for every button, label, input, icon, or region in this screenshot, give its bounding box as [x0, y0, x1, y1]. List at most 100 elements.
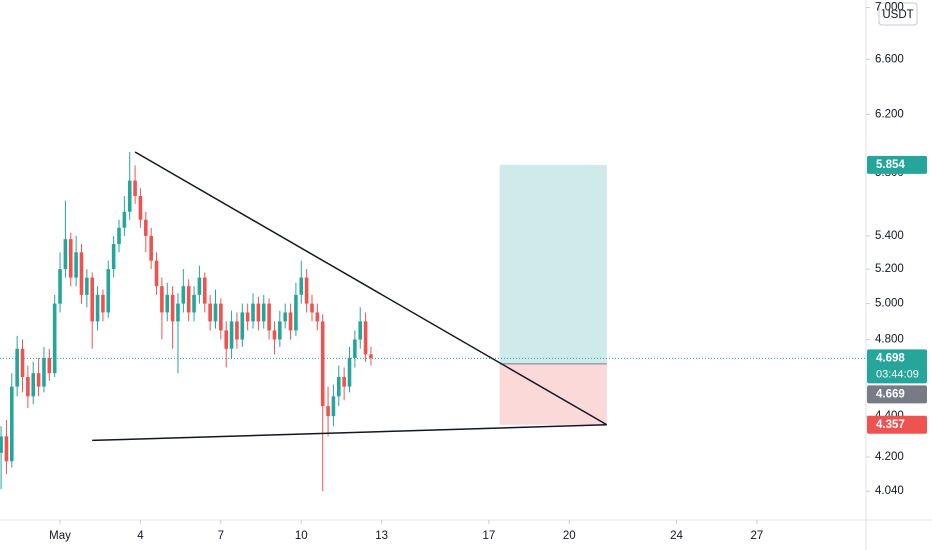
candle-body [272, 330, 277, 340]
candle-body [181, 286, 186, 304]
y-tick-label: 4.200 [875, 451, 904, 463]
candle-body [299, 277, 304, 295]
countdown: 03:44:09 [876, 368, 919, 380]
x-tick-label: 24 [670, 530, 683, 542]
candle-body [294, 294, 298, 331]
candle-body [106, 269, 111, 313]
candle-body [138, 196, 143, 220]
candle-body [213, 303, 218, 322]
candle-body [154, 260, 159, 287]
x-tick-label: 7 [218, 530, 224, 542]
candle-body [20, 348, 25, 377]
candle-body [122, 211, 127, 228]
candle-body [0, 436, 3, 453]
candle-body [224, 330, 229, 349]
candle-body [358, 321, 363, 340]
candle-body [363, 321, 368, 355]
candle-body [202, 277, 207, 304]
candle-body [245, 312, 250, 322]
currency-box[interactable] [878, 2, 918, 26]
candle-body [256, 303, 261, 322]
candle-body [197, 277, 202, 295]
candle-body [79, 252, 84, 295]
candle-body [278, 321, 282, 340]
candle-body [251, 303, 255, 322]
y-tick-label: 7.000 [875, 2, 904, 14]
y-tick-label: 5.000 [875, 298, 904, 310]
last-price-badge [867, 349, 927, 384]
candle-body [117, 227, 121, 245]
candle-body [85, 277, 89, 295]
candle-body [4, 436, 9, 462]
candle-body [240, 312, 245, 340]
candle-body [47, 358, 52, 374]
candle-body [315, 312, 320, 322]
candle-body [283, 312, 287, 322]
x-tick-label: 10 [295, 530, 308, 542]
candle-body [101, 294, 105, 313]
candle-body [42, 358, 46, 387]
x-tick-label: 4 [137, 530, 144, 542]
candle-body [176, 303, 180, 322]
candle-body [186, 286, 191, 313]
candle-body [74, 252, 78, 278]
candle-body [192, 294, 196, 313]
candle-body [26, 376, 30, 397]
candle-body [336, 376, 341, 397]
y-tick-label: 5.400 [875, 230, 904, 242]
candle-body [320, 321, 325, 407]
x-tick-label: May [49, 530, 71, 542]
candle-body [288, 312, 293, 331]
candle-body [31, 373, 36, 397]
trendline [92, 423, 607, 442]
candle-body [267, 303, 271, 331]
candle-body [9, 386, 14, 462]
x-tick-label: 13 [375, 530, 388, 542]
candle-body [208, 303, 212, 322]
candle-body [235, 321, 239, 340]
stop-badge [867, 415, 927, 434]
candle-body [342, 376, 346, 387]
candle-body [219, 303, 223, 331]
y-tick-label: 5.200 [875, 263, 904, 275]
candle-body [149, 235, 153, 261]
target-zone [499, 164, 607, 364]
candle-body [160, 286, 164, 313]
candle-body [133, 180, 137, 197]
candle-body [304, 277, 309, 304]
candle-body [229, 321, 234, 349]
trendline [134, 151, 608, 426]
y-tick-label: 4.800 [875, 334, 904, 346]
candle-body [326, 406, 330, 417]
candle-body [331, 396, 336, 417]
candle-body [15, 348, 19, 387]
currency-label: USDT [882, 9, 913, 21]
candle-body [369, 354, 373, 359]
candle-body [261, 303, 266, 322]
target-badge [867, 155, 927, 174]
candle-body [95, 294, 100, 322]
entry-badge [867, 385, 927, 404]
candle-body [353, 339, 357, 359]
candle-body [68, 239, 73, 278]
candle-body [347, 358, 352, 387]
y-tick-label: 6.600 [875, 53, 904, 65]
candle-body [144, 219, 148, 236]
x-tick-label: 20 [563, 530, 576, 542]
x-tick-label: 27 [751, 530, 764, 542]
candle-body [170, 294, 175, 322]
x-tick-label: 17 [482, 530, 495, 542]
candle-body [90, 277, 95, 322]
candle-body [111, 244, 116, 270]
entry-badge-label: 4.669 [876, 388, 905, 400]
y-tick-label: 4.040 [875, 485, 904, 497]
last-price-badge-label: 4.698 [876, 352, 905, 364]
target-badge-label: 5.854 [876, 159, 905, 171]
candle-body [52, 303, 57, 374]
candle-body [310, 303, 314, 313]
candle-body [127, 180, 132, 212]
stop-badge-label: 4.357 [876, 419, 905, 431]
candle-body [165, 294, 170, 313]
